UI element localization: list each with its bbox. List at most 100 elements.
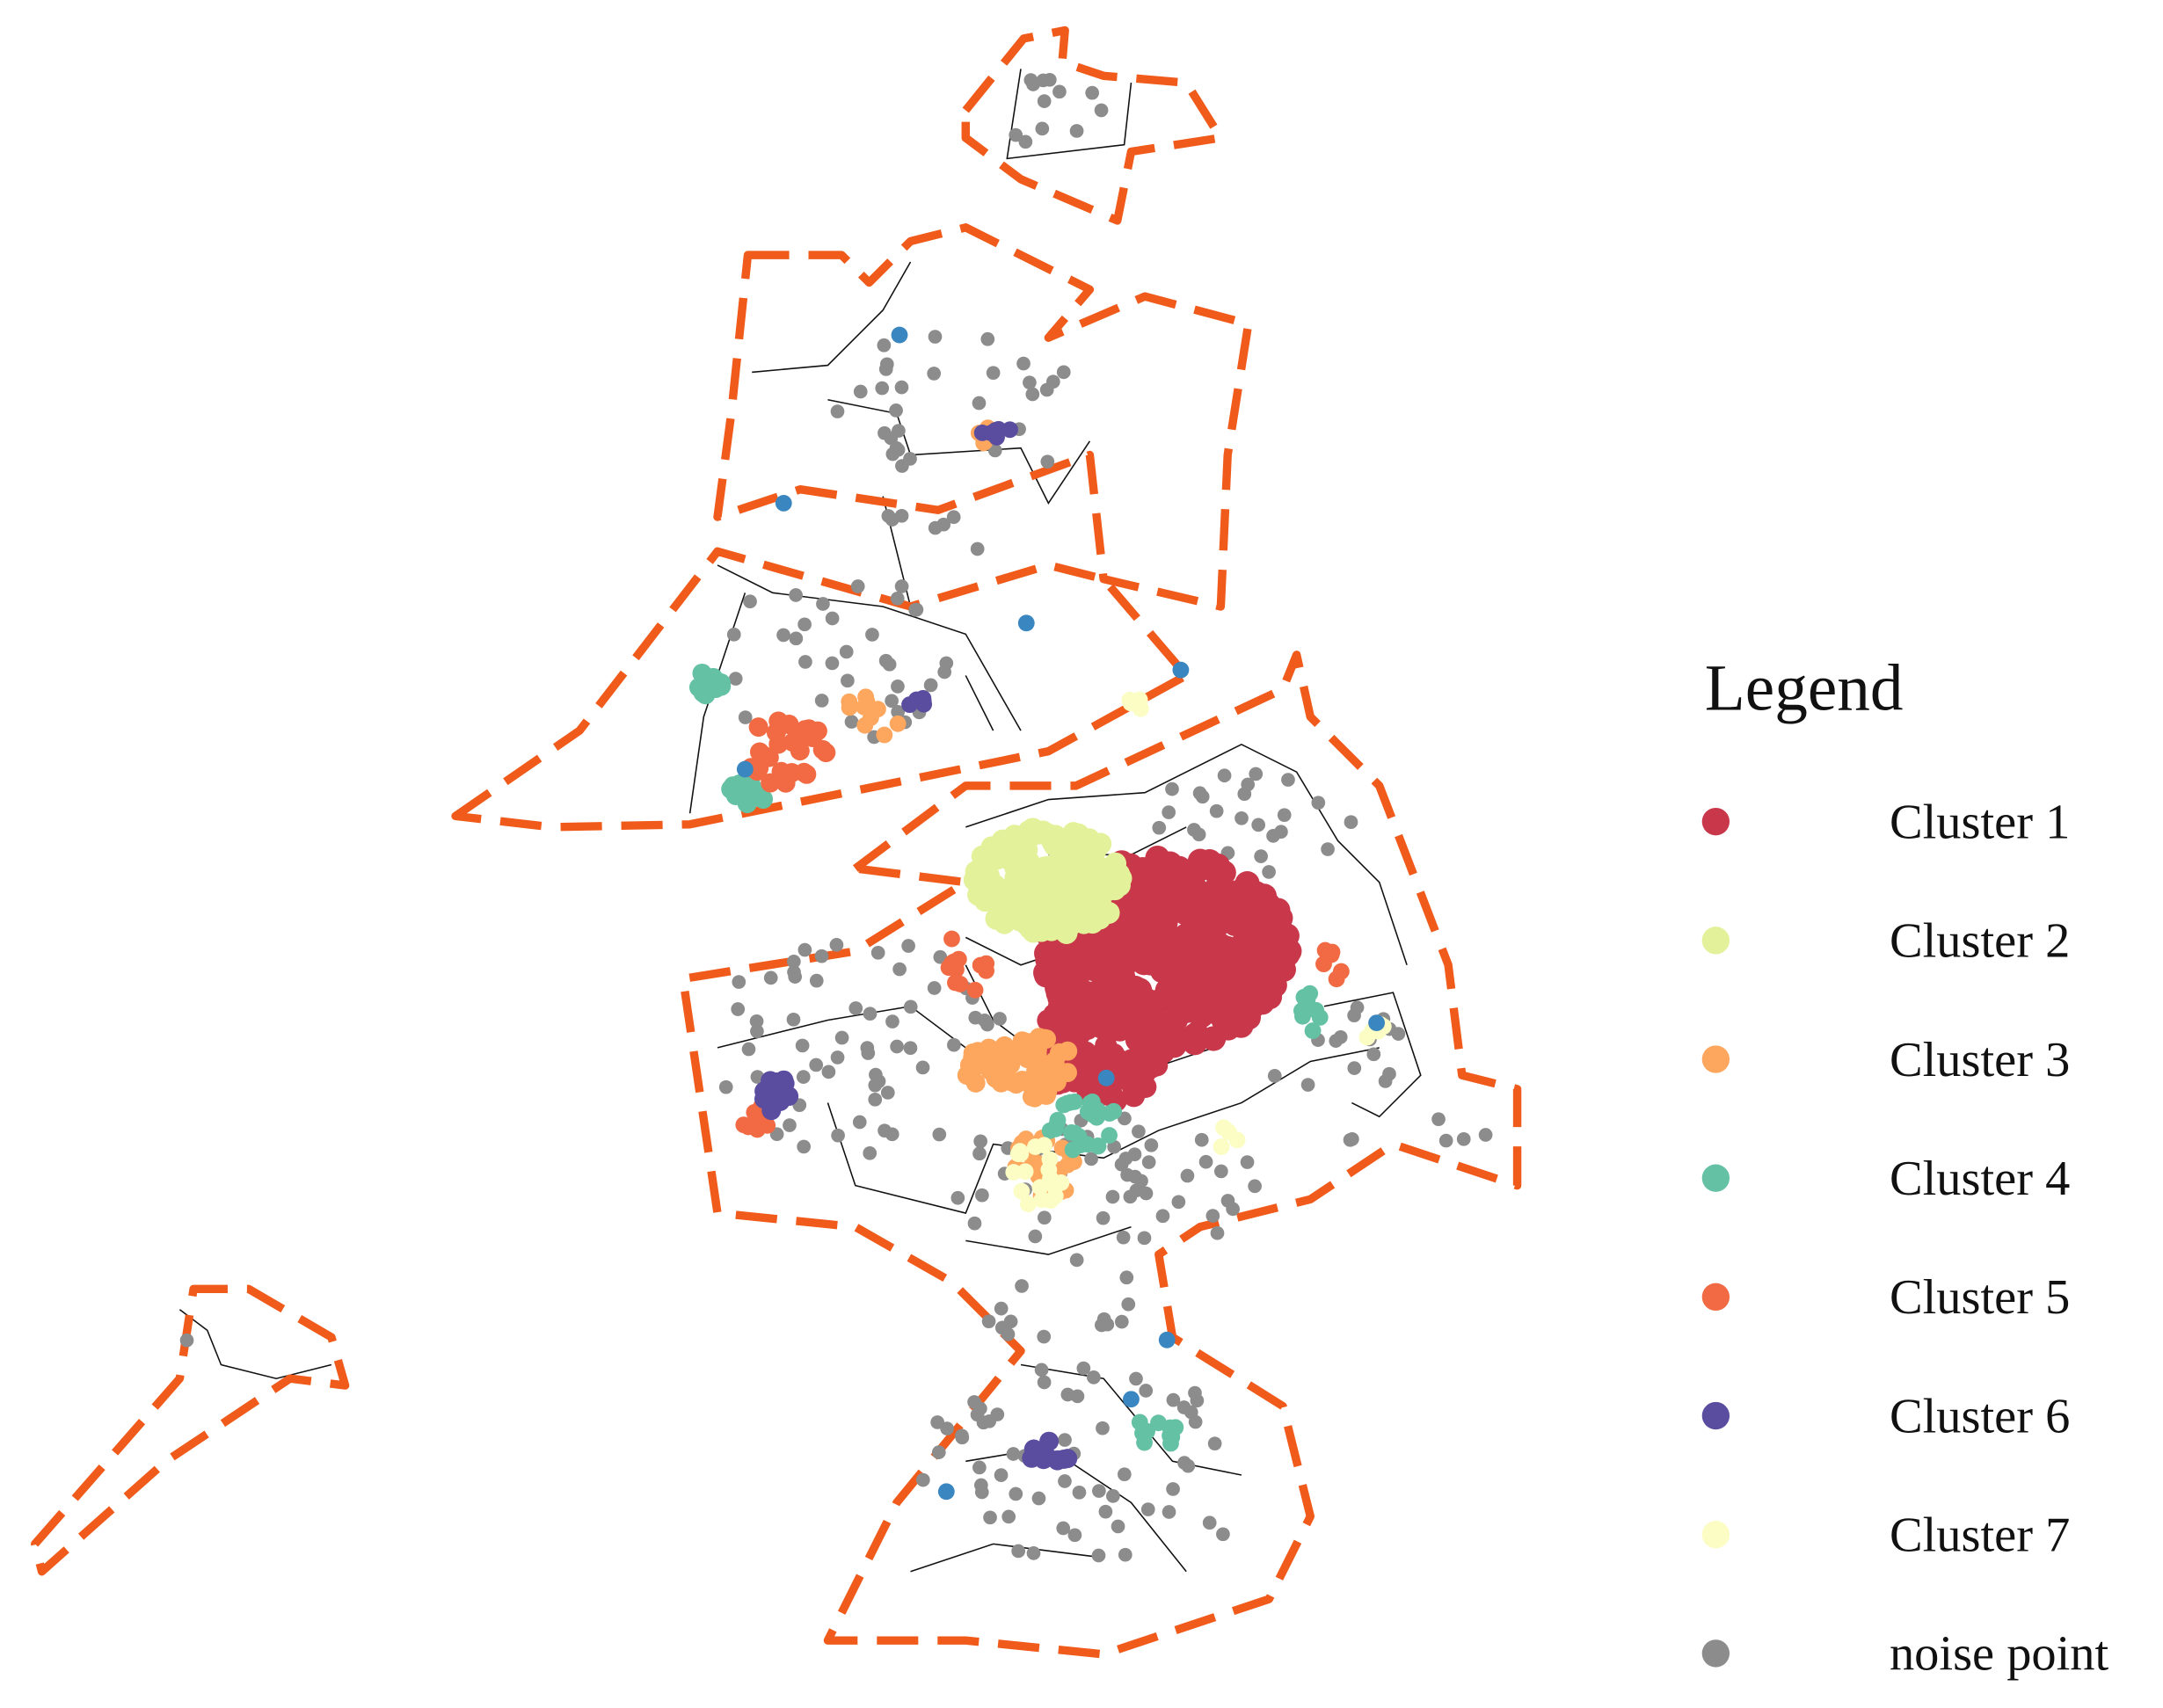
point: [980, 1060, 1001, 1080]
point: [878, 362, 893, 376]
point: [1000, 876, 1023, 898]
point: [1096, 1210, 1111, 1225]
point: [1209, 803, 1224, 818]
point: [927, 981, 942, 995]
point: [946, 510, 961, 525]
point: [798, 655, 812, 669]
point: [1042, 1192, 1060, 1210]
point: [973, 1134, 987, 1149]
point: [1129, 1371, 1143, 1386]
point: [1023, 375, 1037, 390]
point: [749, 742, 769, 762]
point: [1171, 1195, 1186, 1210]
point: [1202, 1515, 1217, 1530]
point: [968, 1048, 988, 1068]
point: [1121, 1297, 1136, 1312]
point: [830, 404, 845, 418]
point: [1162, 1505, 1176, 1519]
point: [858, 693, 876, 710]
point: [1267, 1069, 1282, 1083]
point: [1144, 1137, 1159, 1152]
point: [993, 1012, 1007, 1026]
point: [1096, 1421, 1110, 1435]
point: [1158, 1331, 1176, 1348]
point: [1378, 1074, 1393, 1088]
point: [980, 331, 995, 346]
point: [1033, 1450, 1053, 1470]
point: [1166, 1482, 1180, 1496]
point: [786, 1012, 801, 1027]
point: [1123, 1189, 1138, 1204]
point: [1058, 1449, 1078, 1469]
point: [783, 732, 803, 752]
point: [775, 494, 792, 512]
point: [1058, 1063, 1077, 1083]
point: [1165, 781, 1179, 796]
point: [1131, 1414, 1148, 1431]
point: [732, 975, 746, 989]
point: [1176, 1400, 1191, 1414]
point: [1368, 1014, 1386, 1032]
point: [786, 955, 801, 969]
point: [1274, 923, 1300, 948]
point: [885, 1014, 899, 1028]
point: [1241, 777, 1256, 792]
point: [825, 656, 840, 671]
point: [990, 1407, 1005, 1421]
point: [1094, 876, 1118, 899]
point: [1009, 127, 1023, 142]
point: [1213, 1009, 1238, 1035]
point: [1122, 694, 1140, 712]
point: [1015, 1279, 1029, 1293]
point: [1150, 1414, 1167, 1432]
point: [957, 1065, 977, 1086]
point: [891, 326, 908, 344]
point: [891, 680, 905, 694]
point: [863, 1007, 878, 1021]
point: [1046, 1178, 1063, 1196]
point: [1069, 124, 1084, 138]
point: [1035, 947, 1060, 972]
point: [736, 760, 754, 778]
point: [814, 694, 829, 708]
point: [1039, 1431, 1060, 1451]
point: [809, 1058, 824, 1072]
point: [863, 1145, 878, 1160]
point: [876, 726, 893, 744]
point: [1210, 1225, 1225, 1240]
point: [1300, 1078, 1315, 1092]
legend-marker: [1701, 807, 1730, 836]
point: [789, 588, 803, 602]
point: [1120, 1167, 1134, 1182]
point: [1013, 1182, 1031, 1200]
point: [1089, 893, 1112, 916]
point: [1347, 1061, 1362, 1075]
point: [1186, 879, 1212, 905]
point: [1205, 1209, 1220, 1223]
point: [885, 694, 899, 709]
point: [891, 705, 906, 719]
point: [877, 338, 892, 353]
point: [936, 517, 951, 532]
point: [1037, 1210, 1052, 1225]
point: [1234, 870, 1260, 897]
point: [1066, 1093, 1083, 1110]
point: [1037, 1329, 1052, 1344]
point: [1152, 820, 1167, 835]
point: [1009, 1486, 1023, 1501]
point: [797, 1139, 811, 1154]
point: [1366, 1047, 1381, 1062]
point: [981, 1314, 996, 1329]
point: [994, 1301, 1009, 1316]
point: [718, 1079, 733, 1094]
point: [890, 591, 905, 606]
point: [797, 617, 812, 632]
point: [1066, 1124, 1083, 1142]
legend-marker: [1701, 1045, 1730, 1073]
point: [1213, 1138, 1230, 1155]
point: [1238, 905, 1264, 932]
point: [844, 715, 859, 729]
point: [878, 1123, 892, 1138]
point: [748, 717, 768, 738]
point: [932, 1127, 947, 1142]
